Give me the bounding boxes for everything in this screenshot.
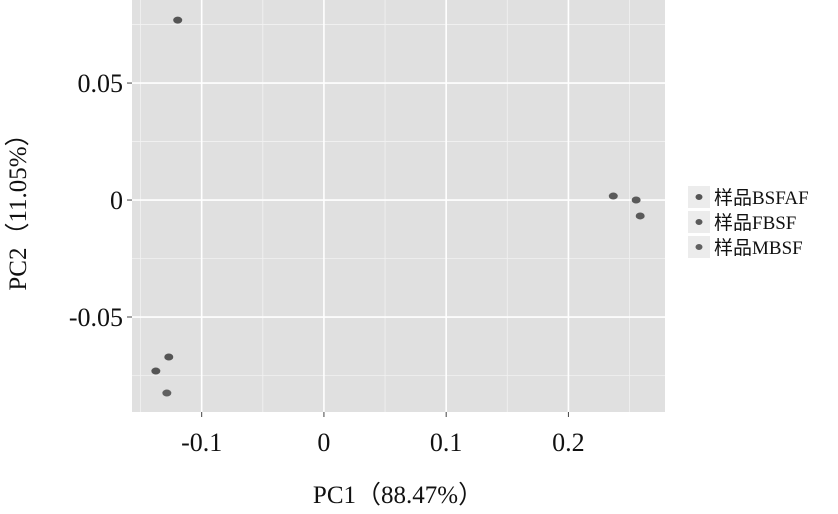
plot-panel [132, 0, 665, 412]
data-point [608, 192, 618, 200]
y-axis-label: PC2（11.05%） [4, 121, 32, 290]
legend-label: 样品BSFAF [714, 187, 809, 209]
data-point [164, 353, 174, 361]
x-tick-label: 0 [317, 428, 330, 457]
data-point [162, 389, 172, 397]
legend-label: 样品MBSF [714, 237, 803, 259]
legend-marker [695, 194, 703, 200]
x-tick-label: -0.1 [181, 428, 222, 457]
legend-marker [695, 244, 703, 250]
legend: 样品BSFAF 样品FBSF 样品MBSF [688, 186, 809, 259]
data-point [631, 196, 641, 204]
x-tick-label: 0.1 [430, 428, 463, 457]
data-point [151, 367, 161, 375]
data-point [635, 212, 645, 220]
y-tick-label: 0.05 [78, 69, 124, 98]
legend-marker [695, 219, 703, 225]
y-tick-label: 0 [110, 186, 123, 215]
x-tick-label: 0.2 [552, 428, 585, 457]
y-tick-label: -0.05 [69, 303, 123, 332]
data-point [173, 16, 183, 24]
legend-label: 样品FBSF [714, 212, 796, 234]
x-axis-label: PC1（88.47%） [313, 481, 483, 509]
